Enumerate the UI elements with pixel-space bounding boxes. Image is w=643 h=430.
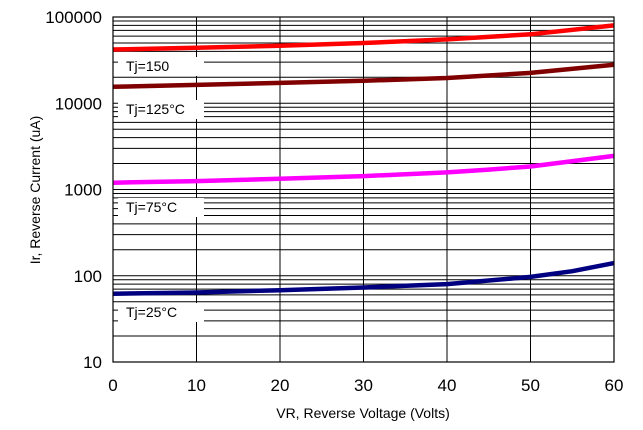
- y-tick-label: 10000: [55, 94, 102, 113]
- series-label-box: [118, 100, 204, 119]
- x-tick-label: 50: [521, 376, 540, 395]
- series-line: [112, 23, 615, 52]
- series-label-box: [118, 57, 204, 76]
- series-label: Tj=25°C: [126, 304, 177, 320]
- series-label: Tj=125°C: [126, 101, 185, 117]
- x-tick-labels: 0 10 20 30 40 50 60: [108, 376, 623, 395]
- series-line: [112, 260, 615, 296]
- y-tick-label: 100000: [45, 8, 102, 27]
- series-labels: Tj=150 Tj=125°C Tj=75°C Tj=25°C: [118, 57, 204, 322]
- y-axis-title: Ir, Reverse Current (uA): [27, 116, 43, 265]
- series-label-box: [118, 198, 204, 217]
- y-tick-label: 100: [74, 267, 102, 286]
- series-line: [112, 62, 615, 90]
- series-label-box: [118, 303, 204, 322]
- x-tick-label: 30: [354, 376, 373, 395]
- y-tick-label: 10: [83, 353, 102, 372]
- plot-border: [112, 16, 615, 363]
- y-tick-labels: 10 100 1000 10000 100000: [45, 8, 102, 372]
- series-line: [112, 153, 615, 185]
- x-tick-label: 10: [187, 376, 206, 395]
- series-label: Tj=150: [126, 58, 169, 74]
- series-group: [112, 23, 615, 296]
- y-tick-label: 1000: [64, 181, 102, 200]
- x-tick-label: 0: [108, 376, 117, 395]
- x-tick-label: 60: [605, 376, 624, 395]
- series-label: Tj=75°C: [126, 199, 177, 215]
- x-tick-label: 40: [438, 376, 457, 395]
- x-tick-label: 20: [271, 376, 290, 395]
- x-axis-title: VR, Reverse Voltage (Volts): [276, 405, 450, 421]
